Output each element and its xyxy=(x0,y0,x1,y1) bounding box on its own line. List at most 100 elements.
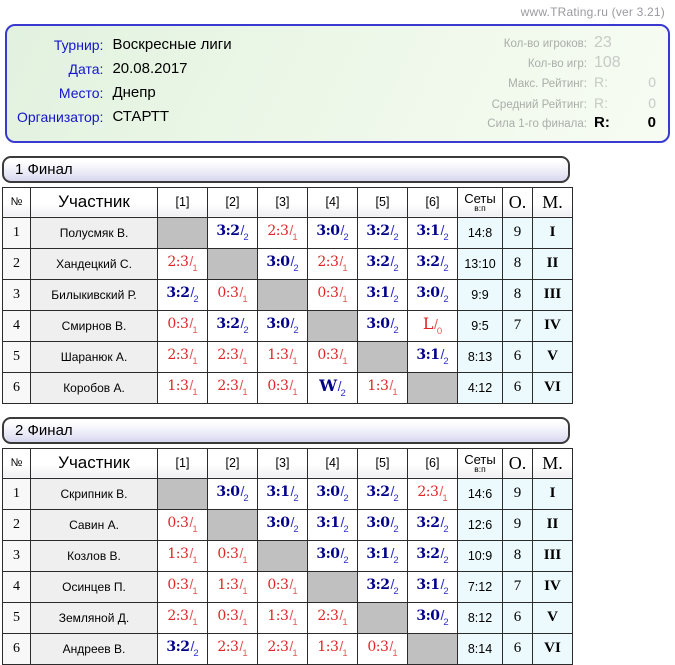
col-header-place: М. xyxy=(532,447,573,479)
diagonal-cell xyxy=(407,632,458,665)
tournament-info-panel: Турнир: Воскресные лиги Дата: 20.08.2017 Мес… xyxy=(5,24,670,143)
stat-value: 108 xyxy=(594,53,621,71)
score-cell: 1:3/1 xyxy=(257,340,308,373)
col-header-wins: О. xyxy=(502,447,533,479)
score-cell: 3:0/2 xyxy=(307,477,358,510)
score-cell: 3:0/2 xyxy=(307,216,358,249)
place: IV xyxy=(532,309,573,342)
score-cell: 3:1/2 xyxy=(257,477,308,510)
points: 8 xyxy=(502,278,533,311)
place: III xyxy=(532,539,573,572)
col-header-place: М. xyxy=(532,186,573,218)
score-cell: 1:3/1 xyxy=(357,371,408,404)
score-cell: 3:2/2 xyxy=(207,309,258,342)
score-cell: 0:3/1 xyxy=(207,539,258,572)
score-cell: 0:3/1 xyxy=(307,340,358,373)
info-value: Воскресные лиги xyxy=(112,36,232,53)
place: I xyxy=(532,216,573,249)
score-cell: 3:2/2 xyxy=(407,508,458,541)
score-cell: 2:3/1 xyxy=(257,632,308,665)
score-cell: 3:2/2 xyxy=(357,216,408,249)
player-name: Осинцев П. xyxy=(30,570,158,603)
score-cell: 2:3/1 xyxy=(157,601,208,634)
score-cell: 3:1/2 xyxy=(357,278,408,311)
score-cell: 3:2/2 xyxy=(357,477,408,510)
score-cell: 0:3/1 xyxy=(157,508,208,541)
score-cell: 2:3/1 xyxy=(257,216,308,249)
player-row: 3 Билыкивский Р. 3:2/2 0:3/1 0:3/1 3:1/2 3:0/2… xyxy=(2,278,573,311)
points: 8 xyxy=(502,539,533,572)
place: II xyxy=(532,508,573,541)
col-header-number: № xyxy=(2,186,31,218)
score-cell: 3:0/2 xyxy=(257,508,308,541)
diagonal-cell xyxy=(207,247,258,280)
player-number: 6 xyxy=(2,371,31,404)
score-cell: 3:1/2 xyxy=(357,539,408,572)
stat-label: Макс. Рейтинг: xyxy=(508,78,587,90)
diagonal-cell xyxy=(157,216,208,249)
player-name: Савин А. xyxy=(30,508,158,541)
player-name: Земляной Д. xyxy=(30,601,158,634)
player-name: Хандецкий С. xyxy=(30,247,158,280)
points: 9 xyxy=(502,477,533,510)
player-number: 3 xyxy=(2,539,31,572)
score-cell: 0:3/1 xyxy=(357,632,408,665)
stat-value: 0 xyxy=(647,114,656,131)
player-row: 2 Савин А. 0:3/1 3:0/2 3:1/2 3:0/2 3:2/2 12:6 9 I… xyxy=(2,508,573,541)
player-row: 4 Осинцев П. 0:3/1 1:3/1 0:3/1 3:2/2 3:1/2 7:12… xyxy=(2,570,573,603)
rating-prefix: R: xyxy=(594,74,608,90)
player-number: 2 xyxy=(2,508,31,541)
col-header-wins: О. xyxy=(502,186,533,218)
score-cell: 0:3/1 xyxy=(157,309,208,342)
player-name: Козлов В. xyxy=(30,539,158,572)
points: 9 xyxy=(502,216,533,249)
points: 7 xyxy=(502,570,533,603)
col-header-game: [1] xyxy=(157,186,208,218)
rating-prefix: R: xyxy=(594,114,610,131)
score-cell: 3:2/2 xyxy=(357,570,408,603)
player-row: 3 Козлов В. 1:3/1 0:3/1 3:0/2 3:1/2 3:2/2 10:9 8… xyxy=(2,539,573,572)
score-cell: 3:0/2 xyxy=(257,309,308,342)
score-cell: 2:3/1 xyxy=(207,632,258,665)
place: III xyxy=(532,278,573,311)
points: 6 xyxy=(502,340,533,373)
player-row: 1 Скрипник В. 3:0/2 3:1/2 3:0/2 3:2/2 2:3/1 14:… xyxy=(2,477,573,510)
col-header-game: [6] xyxy=(407,447,458,479)
points: 6 xyxy=(502,601,533,634)
col-header-number: № xyxy=(2,447,31,479)
player-number: 4 xyxy=(2,309,31,342)
diagonal-cell xyxy=(307,570,358,603)
place: IV xyxy=(532,570,573,603)
points: 9 xyxy=(502,508,533,541)
score-cell: 3:0/2 xyxy=(357,508,408,541)
score-cell: 1:3/1 xyxy=(157,539,208,572)
col-header-game: [4] xyxy=(307,447,358,479)
score-cell: 2:3/1 xyxy=(307,247,358,280)
score-cell: 3:2/2 xyxy=(157,632,208,665)
points: 6 xyxy=(502,371,533,404)
score-cell: 3:0/2 xyxy=(407,278,458,311)
col-header-game: [5] xyxy=(357,186,408,218)
player-number: 3 xyxy=(2,278,31,311)
col-header-game: [1] xyxy=(157,447,208,479)
place: V xyxy=(532,601,573,634)
stat-value: 23 xyxy=(594,34,612,51)
info-label: Место: xyxy=(58,85,104,101)
results-table: № Участник [1] [2] [3] [4] [5] [6] Сеты в:п О. М. 1 П… xyxy=(2,186,573,404)
score-cell: 1:3/1 xyxy=(257,601,308,634)
diagonal-cell xyxy=(207,508,258,541)
col-header-game: [5] xyxy=(357,447,408,479)
sets-ratio: 14:6 xyxy=(457,477,503,510)
col-header-game: [6] xyxy=(407,186,458,218)
score-cell: L/0 xyxy=(407,309,458,342)
sets-ratio: 10:9 xyxy=(457,539,503,572)
info-value: СТАРТТ xyxy=(112,108,170,125)
player-number: 5 xyxy=(2,340,31,373)
score-cell: 3:0/2 xyxy=(407,601,458,634)
player-number: 6 xyxy=(2,632,31,665)
diagonal-cell xyxy=(407,371,458,404)
player-row: 1 Полусмяк В. 3:2/2 2:3/1 3:0/2 3:2/2 3:1/2 14:… xyxy=(2,216,573,249)
stat-label: Кол-во игроков: xyxy=(503,38,587,50)
place: I xyxy=(532,477,573,510)
info-label: Турнир: xyxy=(53,37,104,53)
